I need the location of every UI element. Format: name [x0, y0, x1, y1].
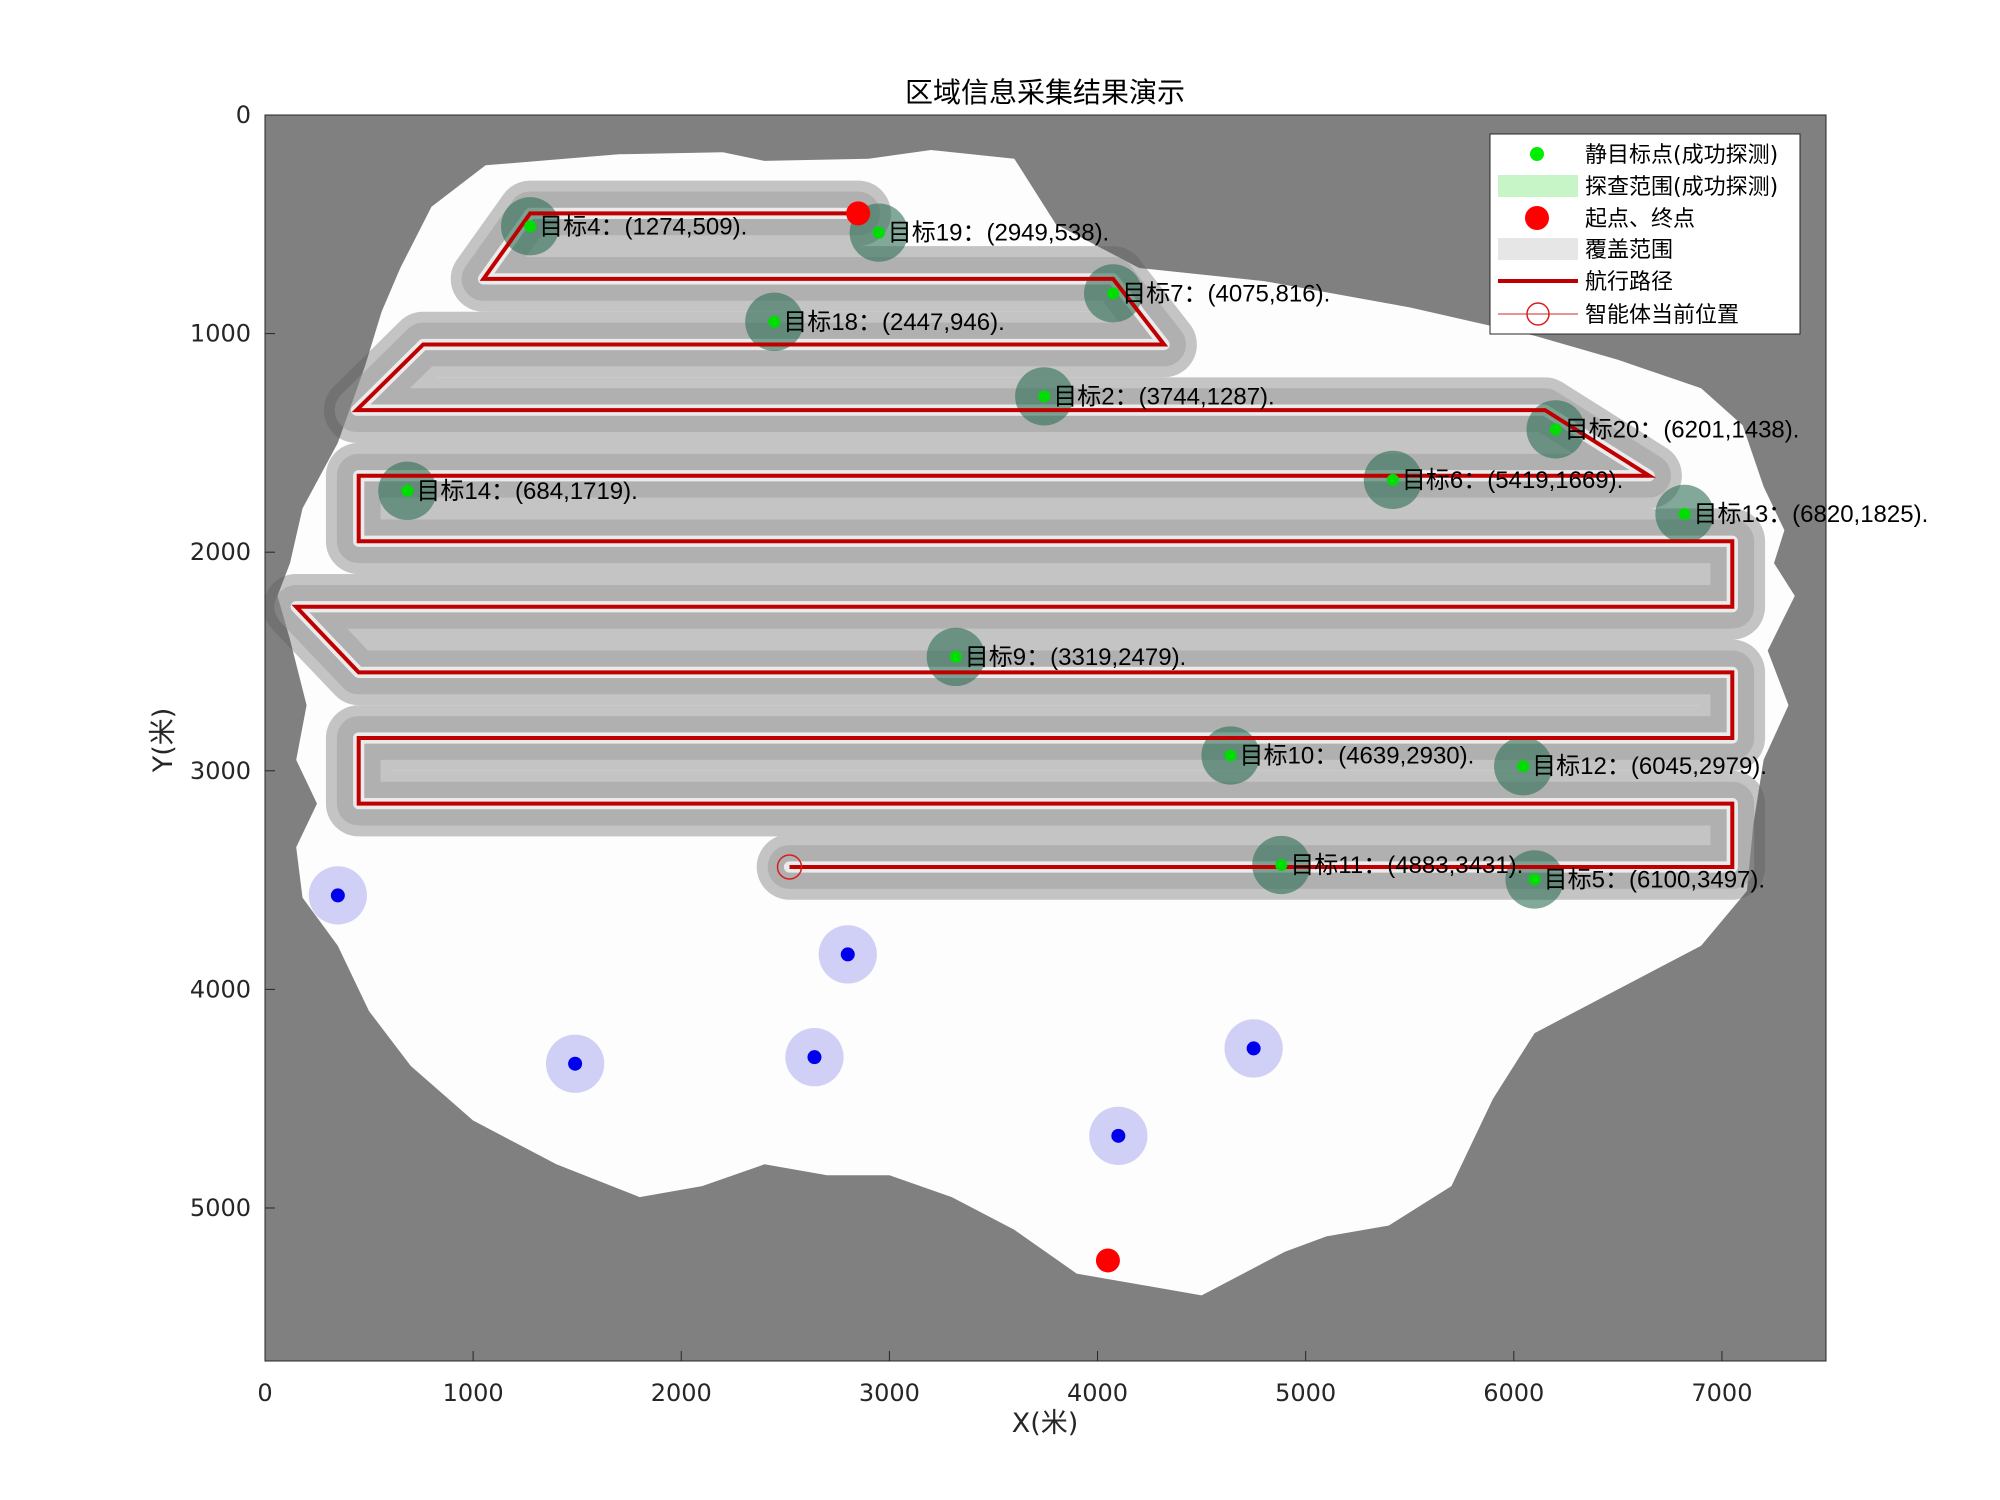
undetected-target-point [1246, 1041, 1261, 1056]
y-tick-label: 5000 [190, 1194, 251, 1222]
legend-label-current-position: 智能体当前位置 [1585, 303, 1739, 328]
x-tick-label: 1000 [443, 1379, 504, 1407]
undetected-target-point [840, 947, 855, 962]
y-tick-label: 3000 [190, 757, 251, 785]
legend-label-path: 航行路径 [1585, 270, 1673, 295]
x-tick-label: 4000 [1067, 1379, 1128, 1407]
y-tick-label: 0 [236, 101, 251, 129]
chart-title: 区域信息采集结果演示 [905, 76, 1185, 109]
undetected-target-point [330, 888, 345, 903]
detected-target-point [1549, 423, 1562, 436]
start-end-point [846, 201, 871, 226]
target-label: 目标5：(6100,3497). [1544, 866, 1765, 893]
detected-target-point [949, 650, 962, 663]
x-axis-title: X(米) [1012, 1408, 1079, 1439]
target-label: 目标14：(684,1719). [416, 478, 637, 505]
x-tick-label: 0 [257, 1379, 272, 1407]
target-label: 目标12：(6045,2979). [1532, 753, 1767, 780]
undetected-target-point [1111, 1128, 1126, 1143]
target-label: 目标2：(3744,1287). [1053, 383, 1274, 410]
target-labels: 目标4：(1274,509). 目标19：(2949,538). 目标7：(4075… [416, 213, 1928, 893]
target-label: 目标9：(3319,2479). [965, 644, 1186, 671]
current-position-marker [776, 854, 803, 880]
legend: 静目标点(成功探测) 探查范围(成功探测) 起点、终点 覆盖范围 航行路径 智能… [1489, 133, 1801, 335]
x-tick-label: 3000 [859, 1379, 920, 1407]
detected-target-point [1275, 859, 1288, 872]
detected-target-point [1517, 760, 1530, 773]
y-tick-label: 1000 [190, 320, 251, 348]
target-label: 目标7：(4075,816). [1122, 280, 1330, 307]
detected-target-point [1038, 390, 1051, 403]
legend-label-start-end: 起点、终点 [1585, 207, 1695, 232]
y-tick-label: 4000 [190, 975, 251, 1003]
target-label: 目标13：(6820,1825). [1693, 501, 1928, 528]
target-label: 目标18：(2447,946). [783, 309, 1004, 336]
start-end-point [1095, 1248, 1120, 1273]
y-tick-label: 2000 [190, 538, 251, 566]
target-label: 目标11：(4883,3431). [1290, 852, 1523, 879]
plot-frame [264, 114, 1827, 1362]
navigation-path [291, 211, 1735, 869]
target-label: 目标20：(6201,1438). [1565, 416, 1800, 443]
x-axis-ticks: 0 1000 2000 3000 4000 5000 6000 7000 [257, 1351, 1752, 1407]
undetected-target-point [807, 1050, 822, 1065]
target-label: 目标6：(5419,1669). [1402, 467, 1623, 494]
detected-target-point [1224, 749, 1237, 762]
detected-target-point [872, 226, 885, 239]
detected-target-point [1528, 873, 1541, 886]
legend-box [1489, 133, 1801, 335]
legend-green-dot-icon [1530, 147, 1544, 161]
detected-target-point [1107, 287, 1120, 300]
detected-target-point [524, 220, 537, 233]
target-label: 目标4：(1274,509). [539, 213, 747, 240]
y-axis-title: Y(米) [148, 708, 179, 774]
x-tick-label: 2000 [651, 1379, 712, 1407]
legend-red-dot-icon [1525, 206, 1549, 230]
legend-gray-patch-icon [1498, 238, 1578, 260]
x-tick-label: 5000 [1275, 1379, 1336, 1407]
x-tick-label: 6000 [1483, 1379, 1544, 1407]
x-tick-label: 7000 [1691, 1379, 1752, 1407]
legend-red-circle-icon [1526, 302, 1550, 326]
y-axis-ticks: 0 1000 2000 3000 4000 5000 [190, 101, 275, 1222]
survey-area-region [277, 150, 1795, 1296]
detected-target-point [1386, 473, 1399, 486]
target-label: 目标19：(2949,538). [888, 220, 1109, 247]
target-markers [330, 201, 1691, 1273]
detected-target-point [401, 484, 414, 497]
legend-label-detected-target: 静目标点(成功探测) [1585, 143, 1778, 168]
legend-label-coverage: 覆盖范围 [1585, 238, 1673, 263]
undetected-target-point [568, 1056, 583, 1071]
legend-label-detect-range: 探查范围(成功探测) [1585, 175, 1778, 200]
legend-light-green-patch-icon [1498, 175, 1578, 197]
target-label: 目标10：(4639,2930). [1240, 742, 1475, 769]
detected-target-point [768, 315, 781, 328]
detected-target-point [1678, 507, 1691, 520]
